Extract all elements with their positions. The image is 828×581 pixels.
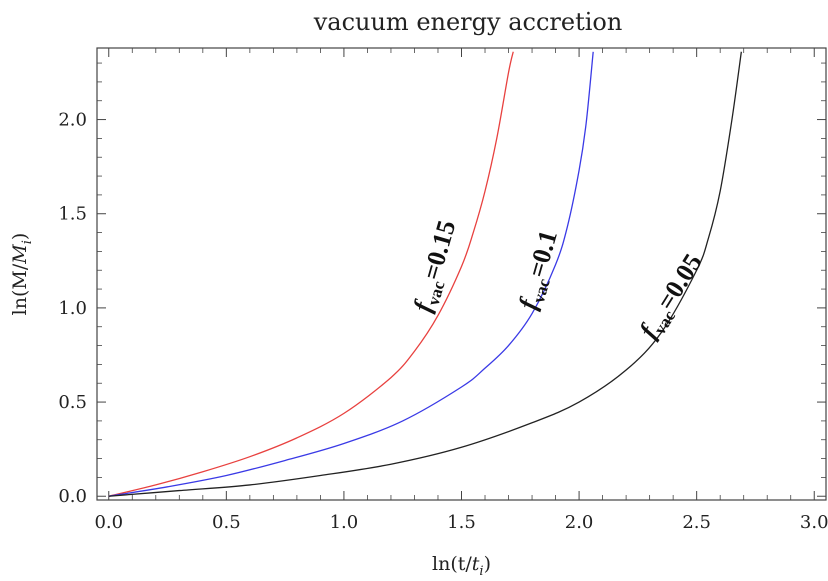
axis-ticks: 0.0 0.5 1.0 1.5 2.0 2.5 3.0 0.0 0.5 1.0 1.5 2.0: [58, 48, 828, 533]
x-tick-label: 1.0: [330, 512, 359, 533]
curve-labels: fvac=0.15 fvac=0.1 fvac=0.05: [408, 217, 712, 346]
series-line-2: [108, 51, 594, 497]
axis-titles: ln(t/ti) ln(M/Mi): [9, 233, 491, 579]
y-tick-label: 1.0: [58, 298, 87, 319]
y-tick-label: 1.5: [58, 204, 87, 225]
y-tick-label: 0.5: [58, 392, 87, 413]
y-tick-label: 2.0: [58, 110, 87, 131]
series-lines: [108, 51, 742, 497]
x-tick-label: 2.5: [682, 512, 711, 533]
x-tick-label: 1.5: [447, 512, 476, 533]
curve-label-1: fvac=0.15: [408, 217, 466, 316]
curve-label-2: fvac=0.1: [513, 227, 567, 314]
series-line-1: [108, 51, 514, 497]
x-axis-label: ln(t/ti): [432, 553, 491, 579]
x-tick-label: 2.0: [565, 512, 594, 533]
x-tick-label: 0.5: [212, 512, 241, 533]
series-line-3: [108, 51, 742, 497]
y-axis-label: ln(M/Mi): [9, 233, 35, 316]
x-tick-label: 3.0: [800, 512, 828, 533]
chart-title: vacuum energy accretion: [313, 8, 623, 36]
x-tick-label: 0.0: [94, 512, 123, 533]
curve-label-3: fvac=0.05: [634, 249, 712, 346]
y-tick-label: 0.0: [58, 486, 87, 507]
plot-frame: [96, 47, 827, 501]
